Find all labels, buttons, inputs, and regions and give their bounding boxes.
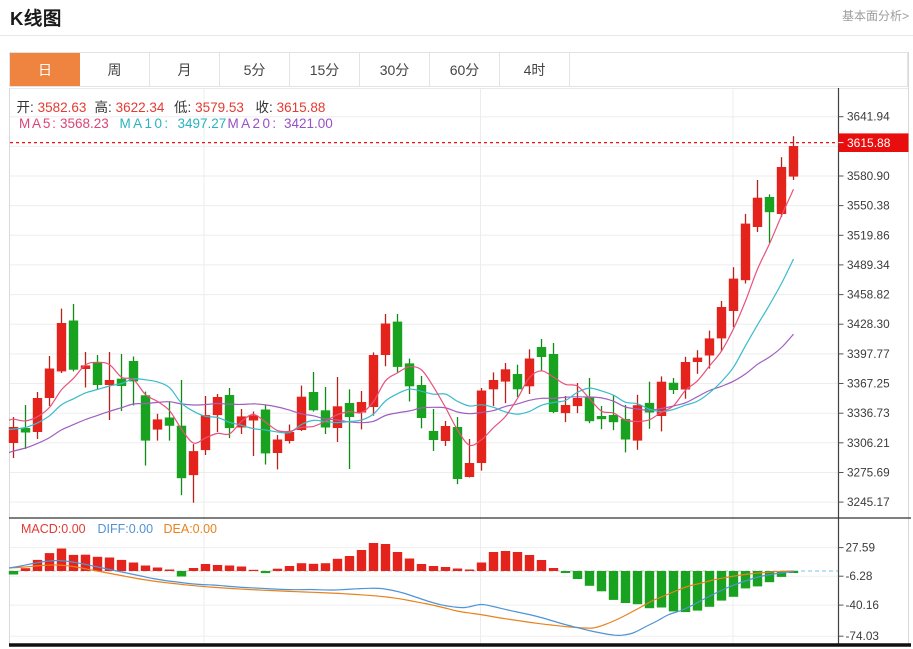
svg-text:3275.69: 3275.69 bbox=[847, 466, 890, 480]
svg-text:3489.34: 3489.34 bbox=[847, 258, 890, 272]
svg-text:3615.88: 3615.88 bbox=[847, 136, 891, 150]
svg-text:3397.77: 3397.77 bbox=[847, 347, 890, 361]
svg-text:3367.25: 3367.25 bbox=[847, 377, 890, 391]
svg-text:3641.94: 3641.94 bbox=[847, 110, 890, 124]
svg-text:-74.03: -74.03 bbox=[846, 629, 880, 643]
svg-text:3519.86: 3519.86 bbox=[847, 228, 890, 242]
svg-text:3428.30: 3428.30 bbox=[847, 317, 890, 331]
svg-text:3580.90: 3580.90 bbox=[847, 169, 890, 183]
svg-text:3550.38: 3550.38 bbox=[847, 199, 890, 213]
svg-text:3306.21: 3306.21 bbox=[847, 436, 890, 450]
svg-text:3458.82: 3458.82 bbox=[847, 288, 890, 302]
svg-text:-40.16: -40.16 bbox=[846, 598, 880, 612]
svg-text:-6.28: -6.28 bbox=[846, 569, 873, 583]
svg-text:3336.73: 3336.73 bbox=[847, 406, 890, 420]
svg-text:3245.17: 3245.17 bbox=[847, 495, 890, 509]
svg-text:27.59: 27.59 bbox=[846, 541, 876, 555]
